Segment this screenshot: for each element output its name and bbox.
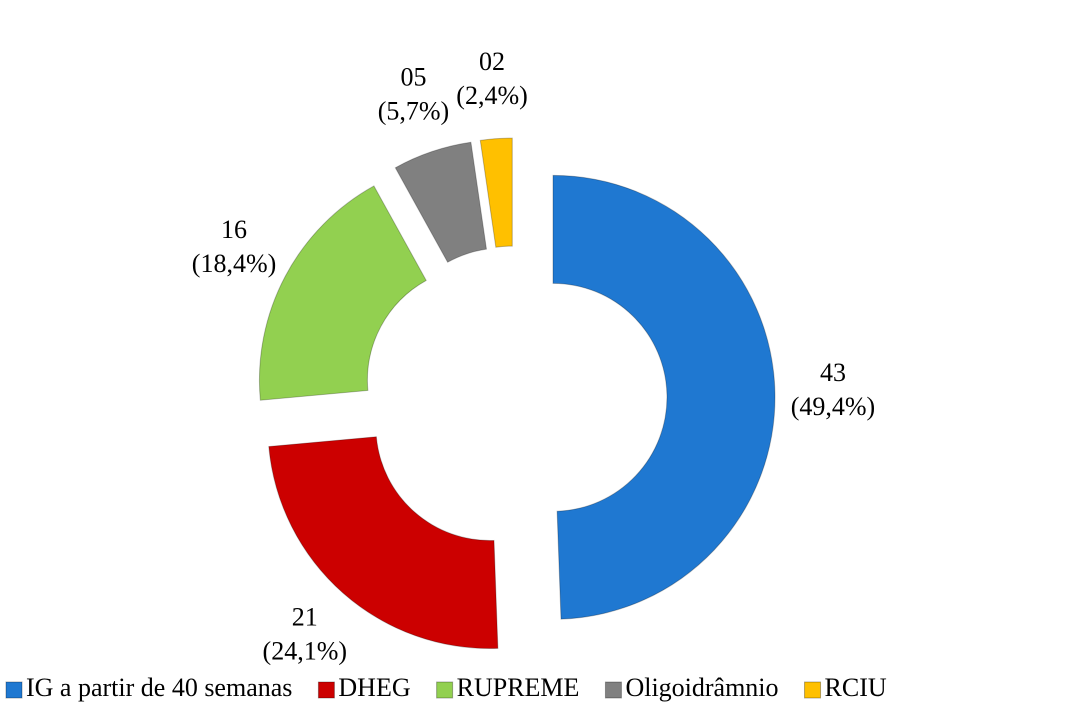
doughnut-slice <box>479 137 513 248</box>
doughnut-slice <box>268 436 499 649</box>
doughnut-slice <box>552 174 776 620</box>
legend-label: DHEG <box>338 673 410 702</box>
value-label: 16 <box>221 215 247 244</box>
legend-swatch <box>436 681 454 699</box>
value-label: 43 <box>820 358 846 387</box>
percent-label: (49,4%) <box>791 392 875 421</box>
doughnut-slice <box>394 141 488 263</box>
percent-label: (18,4%) <box>192 249 276 278</box>
percent-label: (24,1%) <box>263 637 347 666</box>
legend-label: IG a partir de 40 semanas <box>26 673 292 702</box>
percent-label: (2,4%) <box>456 81 527 110</box>
legend-swatch <box>5 681 23 699</box>
legend-label: RCIU <box>825 673 887 702</box>
value-label: 21 <box>292 603 318 632</box>
doughnut-slice <box>258 185 427 401</box>
value-label: 02 <box>479 47 505 76</box>
percent-label: (5,7%) <box>378 97 449 126</box>
legend-label: RUPREME <box>457 673 580 702</box>
legend-swatch <box>317 681 335 699</box>
legend-label: Oligoidrâmnio <box>625 673 778 702</box>
legend-swatch <box>804 681 822 699</box>
legend-swatch <box>604 681 622 699</box>
value-label: 05 <box>400 63 426 92</box>
